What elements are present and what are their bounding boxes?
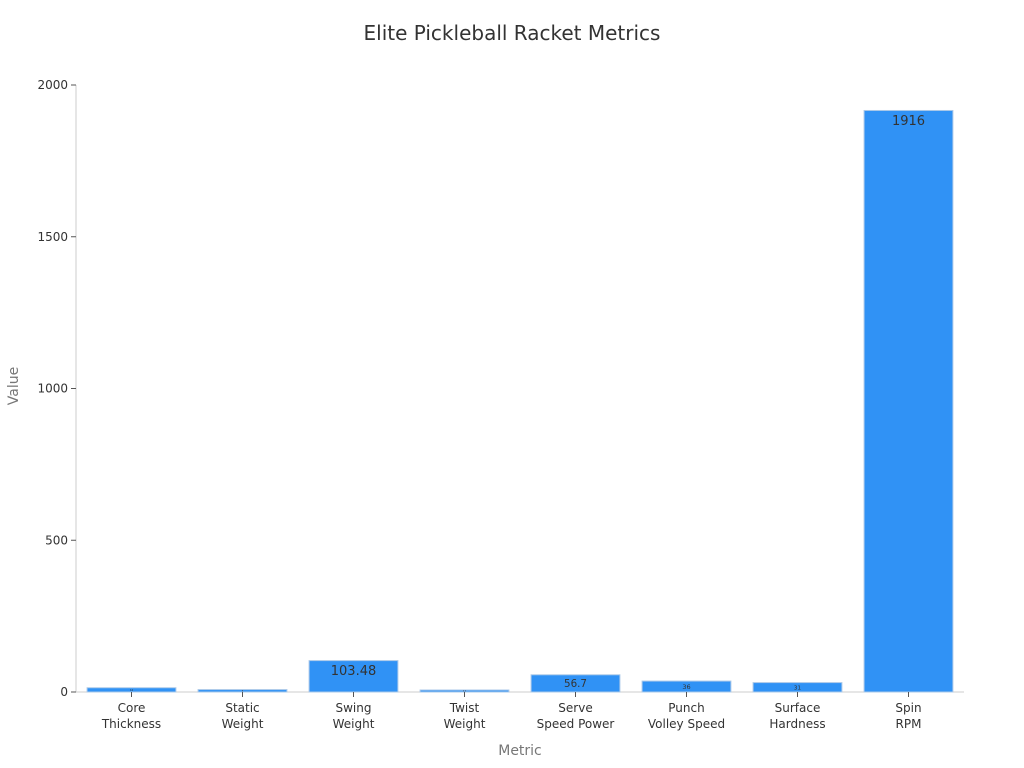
y-tick-label: 2000 bbox=[37, 78, 68, 92]
x-tick-label: RPM bbox=[896, 717, 922, 731]
bar bbox=[308, 660, 399, 693]
x-tick-label: Volley Speed bbox=[648, 717, 725, 731]
x-tick-label: Core bbox=[118, 701, 146, 715]
x-tick-label: Twist bbox=[449, 701, 480, 715]
x-tick-label: Thickness bbox=[101, 717, 161, 731]
x-axis-labels: Core Thickness Static Weight Swing Weight Twis… bbox=[101, 692, 922, 731]
bar-data-label: 36 bbox=[682, 683, 690, 691]
bar-data-label: 14 bbox=[130, 688, 134, 692]
y-tick-label: 1000 bbox=[37, 382, 68, 396]
x-axis-title: Metric bbox=[498, 743, 542, 759]
y-axis-ticks: 0 500 1000 1500 2000 bbox=[37, 78, 76, 699]
x-tick-label: Surface bbox=[775, 701, 821, 715]
chart-title: Elite Pickleball Racket Metrics bbox=[364, 21, 661, 45]
y-axis-title: Value bbox=[6, 367, 22, 405]
x-tick-label: Punch bbox=[668, 701, 704, 715]
bar-data-label: 6.5 bbox=[463, 691, 467, 693]
x-tick-label: Swing bbox=[336, 701, 372, 715]
x-tick-label: Static bbox=[225, 701, 259, 715]
y-tick-label: 500 bbox=[45, 533, 68, 547]
bars: 14 8 103.48 6.5 56.7 36 31 1916 bbox=[86, 109, 954, 693]
bar-data-label: 31 bbox=[794, 685, 802, 691]
x-tick-label: Speed Power bbox=[537, 717, 615, 731]
x-tick-label: Weight bbox=[444, 717, 486, 731]
bar-data-label: 103.48 bbox=[331, 664, 377, 679]
x-tick-label: Serve bbox=[558, 701, 592, 715]
x-tick-label: Spin bbox=[895, 701, 921, 715]
y-tick-label: 1500 bbox=[37, 230, 68, 244]
bar-data-label: 1916 bbox=[892, 114, 925, 129]
y-tick-label: 0 bbox=[60, 685, 68, 699]
x-tick-label: Hardness bbox=[769, 717, 825, 731]
bar bbox=[863, 109, 954, 693]
bar-data-label: 8 bbox=[242, 690, 244, 692]
bar-data-label: 56.7 bbox=[564, 678, 587, 690]
x-tick-label: Weight bbox=[222, 717, 264, 731]
x-tick-label: Weight bbox=[333, 717, 375, 731]
